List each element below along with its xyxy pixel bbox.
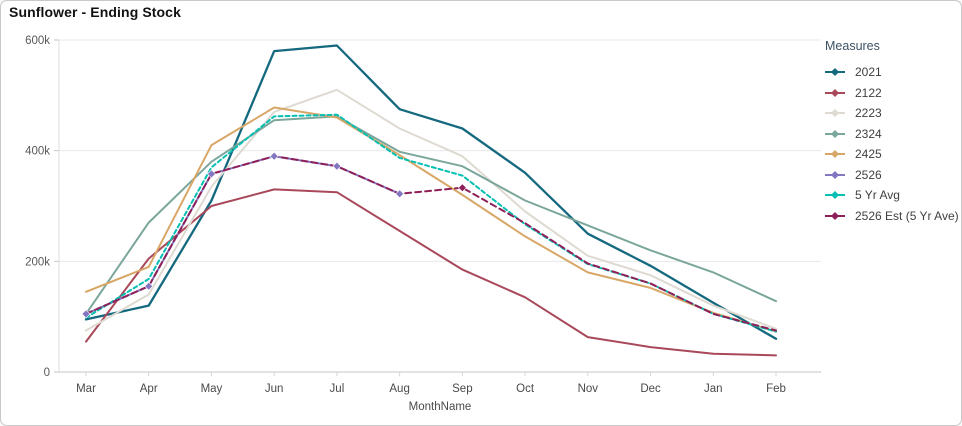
legend-item-2526-est-5-yr-ave-[interactable]: 2526 Est (5 Yr Ave) [825,206,959,227]
x-tick-label: May [201,383,223,395]
series-line-2223[interactable] [85,88,777,332]
data-point-diamond-2526[interactable] [395,189,405,199]
x-tick-label: Sep [452,383,472,395]
legend-items: 2021 2122 2223 2324 2425 2526 5 Yr Avg 2526 Est… [825,62,959,227]
legend-item-label: 2324 [855,126,882,141]
data-point-diamond-2526-est-5-yr-ave-[interactable] [457,183,467,193]
legend-marker-icon [825,191,845,200]
legend-marker-icon [825,109,845,118]
x-tick-label: Feb [766,383,786,395]
x-tick-label: Jun [265,383,284,395]
legend-item-label: 5 Yr Avg [855,188,900,203]
x-tick-label: Jan [704,383,723,395]
series-line-2526-est-5-yr-ave-[interactable] [85,155,777,332]
legend-marker-icon [825,150,845,159]
x-tick-label: Mar [76,383,96,395]
series-line-2122[interactable] [85,188,777,357]
legend-item-2223[interactable]: 2223 [825,103,957,124]
x-tick-label: Jul [330,383,345,395]
legend: Measures 2021 2122 2223 2324 2425 2526 5 Yr Av… [825,39,959,227]
y-tick-label: 0 [44,367,50,379]
y-tick-label: 600k [25,35,50,47]
legend-item-2122[interactable]: 2122 [825,83,957,104]
series-line-2021[interactable] [84,44,778,340]
data-point-diamond-2526[interactable] [332,161,342,171]
legend-title: Measures [825,39,880,53]
legend-item-2324[interactable]: 2324 [825,124,957,145]
data-point-diamond-2526[interactable] [144,281,154,291]
legend-item-5-yr-avg[interactable]: 5 Yr Avg [825,185,957,206]
data-point-diamond-2526[interactable] [269,151,279,161]
series-line-2324[interactable] [85,115,777,315]
data-point-diamond-2526[interactable] [207,169,216,179]
legend-item-label: 2021 [855,65,882,80]
y-tick-label: 200k [25,256,50,268]
data-point-diamond-2526[interactable] [81,309,91,319]
x-tick-label: Dec [640,383,661,395]
legend-item-2425[interactable]: 2425 [825,144,957,165]
legend-marker-icon [825,68,845,77]
x-tick-label: Aug [389,383,409,395]
legend-item-2526[interactable]: 2526 [825,165,957,186]
x-tick-label: Oct [516,383,535,395]
chart-title: Sunflower - Ending Stock [9,4,181,20]
legend-item-label: 2122 [855,85,882,100]
legend-marker-icon [825,170,845,179]
legend-item-label: 2425 [855,147,882,162]
legend-marker-icon [825,88,845,97]
series-line-2425[interactable] [85,106,777,333]
x-tick-label: Nov [578,383,599,395]
y-tick-label: 400k [25,146,50,158]
legend-item-2021[interactable]: 2021 [825,62,957,83]
legend-marker-icon [825,129,845,138]
legend-marker-icon [825,211,845,220]
x-tick-label: Apr [140,383,158,395]
series-line-2526[interactable] [85,155,401,315]
legend-item-label: 2526 [855,167,882,182]
legend-item-label: 2526 Est (5 Yr Ave) [855,208,959,223]
legend-item-label: 2223 [855,106,882,121]
x-axis-title: MonthName [409,401,472,413]
